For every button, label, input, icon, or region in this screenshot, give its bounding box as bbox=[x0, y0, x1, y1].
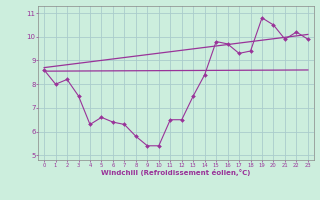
X-axis label: Windchill (Refroidissement éolien,°C): Windchill (Refroidissement éolien,°C) bbox=[101, 169, 251, 176]
